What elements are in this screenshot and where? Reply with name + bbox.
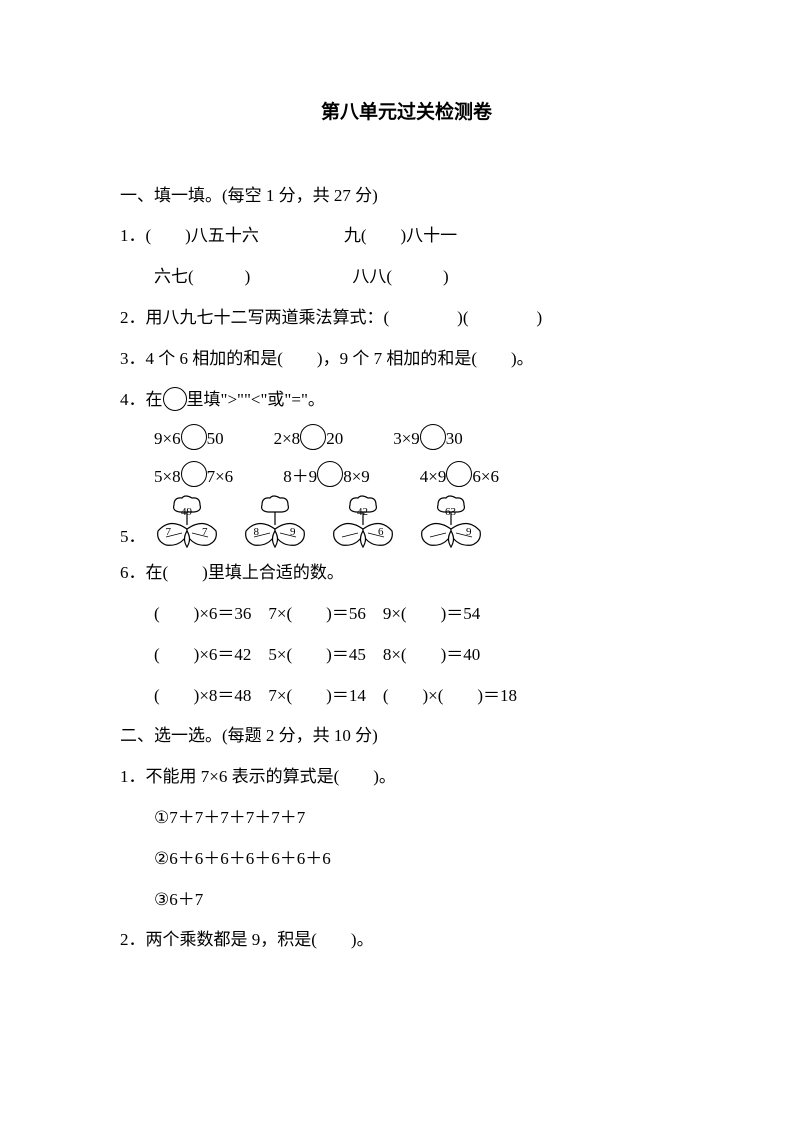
- flower-top: 49: [181, 499, 192, 525]
- circle-icon: [300, 424, 326, 450]
- q4-r: 20: [326, 420, 343, 457]
- q4-l: 8＋9: [283, 458, 317, 495]
- q1-num: 1．: [120, 226, 146, 245]
- s2-q1-label: 1．不能用 7×6 表示的算式是( )。: [120, 757, 693, 798]
- q6-row: ( )×8＝48 7×( )＝14 ( )×( )＝18: [120, 676, 693, 717]
- q1-c: 六七( ): [154, 267, 250, 286]
- q4-row1: 9×6 50 2×8 20 3×9 30: [120, 420, 693, 457]
- q4-l: 4×9: [420, 458, 447, 495]
- page-title: 第八单元过关检测卷: [120, 90, 693, 136]
- q4-row2: 5×8 7×6 8＋9 8×9 4×9 6×6: [120, 458, 693, 495]
- q4-r: 6×6: [472, 458, 499, 495]
- s2-q1-opt1: ①7＋7＋7＋7＋7＋7: [120, 798, 693, 839]
- circle-icon: [181, 461, 207, 487]
- q4-r: 50: [207, 420, 224, 457]
- q1-line1: 1．( )八五十六 九( )八十一: [120, 216, 693, 257]
- flower-top: 42: [357, 499, 368, 525]
- q4-item: 2×8 20: [274, 420, 344, 457]
- q4-l: 5×8: [154, 458, 181, 495]
- flower-right: 9: [290, 519, 296, 545]
- q4-r: 7×6: [207, 458, 234, 495]
- flower-left: 7: [166, 519, 172, 545]
- flower-icon: 89: [240, 495, 310, 553]
- q6-row: ( )×6＝36 7×( )＝56 9×( )＝54: [120, 594, 693, 635]
- circle-icon: [181, 424, 207, 450]
- flower-right: 6: [378, 519, 384, 545]
- q5: 5． 4977 89: [120, 495, 693, 553]
- q6-row: ( )×6＝42 5×( )＝45 8×( )＝40: [120, 635, 693, 676]
- q1-a: ( )八五十六: [146, 226, 259, 245]
- q4-item: 8＋9 8×9: [283, 458, 370, 495]
- s2-q2: 2．两个乘数都是 9，积是( )。: [120, 920, 693, 961]
- flower-left: 8: [254, 519, 260, 545]
- section2-heading: 二、选一选。(每题 2 分，共 10 分): [120, 716, 693, 757]
- q4-item: 4×9 6×6: [420, 458, 499, 495]
- flower-top: 63: [445, 499, 456, 525]
- flower-row: 4977 89 426: [152, 495, 486, 553]
- q2: 2．用八九七十二写两道乘法算式：( )( ): [120, 298, 693, 339]
- flower-right: 7: [202, 519, 208, 545]
- flower-icon: 63 9: [416, 495, 486, 553]
- circle-icon: [317, 461, 343, 487]
- section1-heading: 一、填一填。(每空 1 分，共 27 分): [120, 176, 693, 217]
- circle-icon: [446, 461, 472, 487]
- q4-label: 4．在 里填">""<"或"="。: [120, 380, 693, 421]
- q6-label: 6．在( )里填上合适的数。: [120, 553, 693, 594]
- q4-item: 9×6 50: [154, 420, 224, 457]
- flower-icon: 42 6: [328, 495, 398, 553]
- q4-l: 9×6: [154, 420, 181, 457]
- q3: 3．4 个 6 相加的和是( )，9 个 7 相加的和是( )。: [120, 339, 693, 380]
- q1-b: 九( )八十一: [344, 226, 457, 245]
- circle-icon: [420, 424, 446, 450]
- q1-line2: 六七( ) 八八( ): [120, 257, 693, 298]
- q4-item: 5×8 7×6: [154, 458, 233, 495]
- s2-q1-opt2: ②6＋6＋6＋6＋6＋6＋6: [120, 839, 693, 880]
- q4-r: 30: [446, 420, 463, 457]
- s2-q1-opt3: ③6＋7: [120, 880, 693, 921]
- q4-label-b: 里填">""<"或"="。: [187, 390, 325, 409]
- q5-num: 5．: [120, 528, 146, 553]
- circle-icon: [163, 387, 187, 411]
- q4-label-a: 4．在: [120, 390, 163, 409]
- q4-l: 3×9: [393, 420, 420, 457]
- q4-item: 3×9 30: [393, 420, 463, 457]
- q4-l: 2×8: [274, 420, 301, 457]
- flower-right: 9: [466, 519, 472, 545]
- q1-d: 八八( ): [352, 267, 448, 286]
- flower-icon: 49 7 7: [152, 495, 222, 553]
- q4-r: 8×9: [343, 458, 370, 495]
